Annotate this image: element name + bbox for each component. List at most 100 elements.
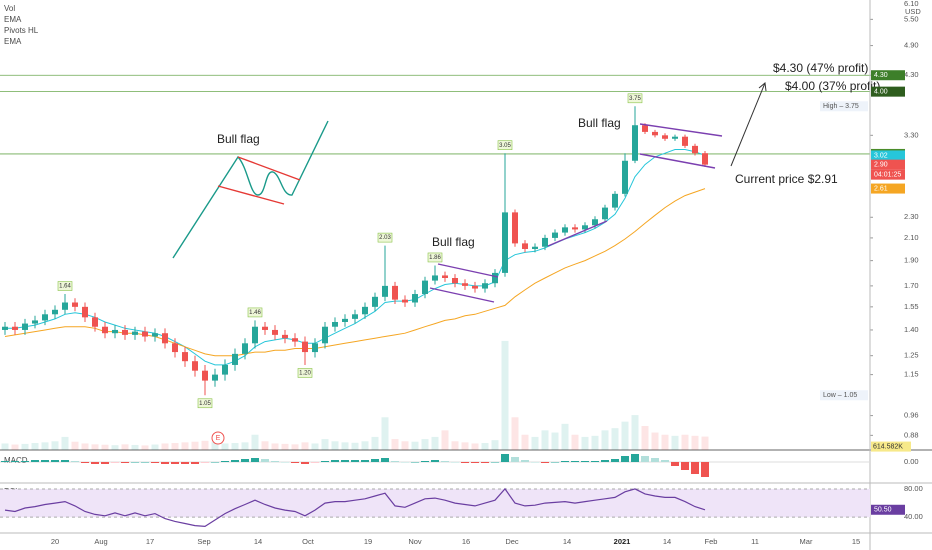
volume-bar [671, 435, 679, 450]
flag-line [429, 287, 495, 303]
macd-bar [151, 462, 159, 463]
macd-bar [221, 461, 229, 462]
sketch-line [172, 120, 329, 259]
candle-body [2, 326, 8, 330]
candle-body [162, 333, 168, 344]
macd-bar [181, 462, 189, 464]
volume-bar [191, 441, 199, 450]
volume-bar [141, 445, 149, 450]
macd-bar [161, 462, 169, 464]
macd-bar [451, 462, 459, 463]
volume-bar [611, 428, 619, 450]
volume-bar [211, 441, 219, 450]
candle-body [142, 331, 148, 337]
macd-bar [561, 461, 569, 462]
volume-bar [621, 421, 629, 450]
candle-body [132, 331, 138, 335]
candle-body [42, 314, 48, 321]
macd-bar [361, 460, 369, 462]
rsi-line [4, 487, 706, 528]
candle-body [662, 135, 668, 139]
x-tick-label: Dec [505, 537, 519, 546]
macd-bar [141, 462, 149, 463]
price-tag-label: 4.30 [874, 72, 888, 79]
candle-body [72, 302, 78, 307]
candle-body [672, 136, 678, 139]
candle-body [392, 285, 398, 300]
macd-bar [691, 462, 699, 474]
candle-body [692, 145, 698, 154]
volume-bar [451, 441, 459, 450]
candle-body [502, 212, 508, 273]
y-tick-label: 1.90 [904, 256, 919, 265]
price-tag-label: 4.00 [874, 88, 888, 95]
arrow [730, 82, 766, 167]
pivot-box [57, 281, 73, 291]
candle-body [332, 321, 338, 327]
y-tick-label: 6.10 [904, 0, 919, 8]
earnings-label: E [216, 435, 221, 442]
candle-body [482, 283, 488, 289]
y-tick-label: 3.30 [904, 130, 919, 139]
volume-bar [111, 445, 119, 450]
y-tick-label: 4.90 [904, 41, 919, 50]
candle-body [82, 306, 88, 318]
x-tick-label: 15 [852, 537, 860, 546]
y-tick-label: 5.50 [904, 14, 919, 23]
macd-bar [651, 458, 659, 462]
y-tick-label: 4.30 [904, 70, 919, 79]
candle-body [122, 329, 128, 335]
volume-bar [361, 441, 369, 450]
macd-bar [611, 459, 619, 462]
flag-line [639, 153, 716, 169]
candle-body [192, 361, 198, 371]
rsi-band [0, 488, 870, 518]
volume-bar [331, 441, 339, 450]
rsi-tag [871, 504, 905, 515]
candle-body [612, 193, 618, 208]
volume-bar [601, 430, 609, 450]
macd-tick-label: 0.00 [904, 457, 919, 466]
candle-body [322, 326, 328, 344]
volume-bar [131, 444, 139, 450]
volume-bar [381, 417, 389, 450]
volume-bar [651, 432, 659, 450]
candle-body [282, 334, 288, 339]
macd-bar [121, 462, 129, 463]
macd-bar [381, 458, 389, 462]
ema-line [5, 149, 706, 366]
macd-bar [501, 454, 509, 462]
y-tick-label: 0.88 [904, 430, 919, 439]
ema-line [4, 188, 706, 357]
price-tag [871, 169, 905, 180]
macd-bar [471, 462, 479, 463]
y-tick-label: 1.40 [904, 325, 919, 334]
volume-bar [691, 435, 699, 450]
macd-bar [331, 460, 339, 462]
volume-bar [311, 443, 319, 450]
macd-bar [371, 459, 379, 462]
candle-body [312, 343, 318, 353]
macd-bar [491, 462, 499, 463]
volume-bar [1, 443, 9, 450]
candle-body [492, 272, 498, 284]
candle-body [622, 160, 628, 194]
y-tick-label: 2.10 [904, 233, 919, 242]
macd-bar [701, 462, 709, 477]
macd-bar [61, 460, 69, 462]
volume-bar [51, 441, 59, 450]
candle-body [572, 227, 578, 230]
candle-body [252, 326, 258, 344]
rsi-tick-label: 40.00 [904, 512, 923, 521]
volume-bar [341, 442, 349, 450]
volume-bar [281, 443, 289, 450]
extreme-label: Low – 1.05 [823, 392, 857, 399]
macd-bar [281, 462, 289, 463]
pivot-label: 1.46 [249, 310, 261, 316]
y-tick-label: 1.25 [904, 351, 919, 360]
flag-line [437, 263, 499, 278]
macd-bar [191, 462, 199, 464]
macd-bar [401, 462, 409, 463]
volume-bar [271, 443, 279, 450]
